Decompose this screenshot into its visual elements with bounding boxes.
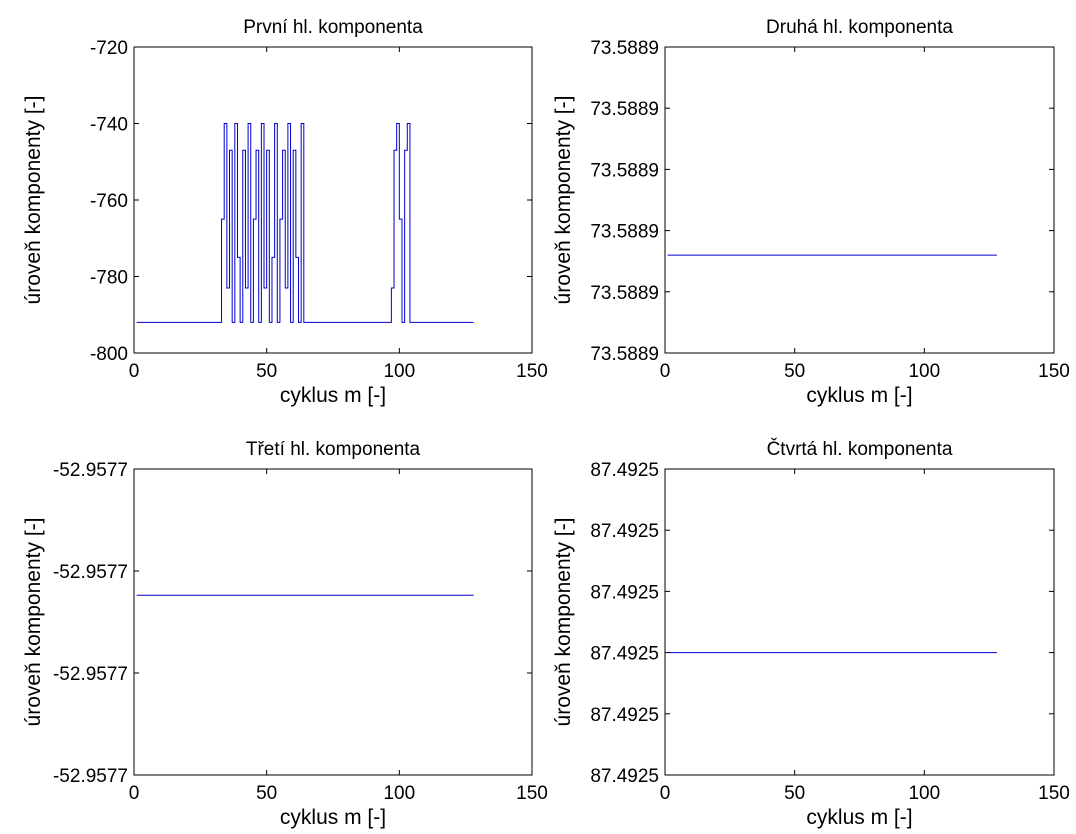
y-tick-label: 73.5889: [590, 283, 659, 304]
x-tick-label: 150: [516, 783, 548, 804]
x-tick-label: 50: [256, 783, 277, 804]
x-tick-label: 50: [256, 361, 277, 382]
chart-title: První hl. komponenta: [243, 17, 423, 38]
series-line-1: [136, 123, 474, 323]
y-tick-label: 73.5889: [590, 99, 659, 120]
x-tick-label: 150: [1038, 783, 1070, 804]
axes-frame: [664, 46, 1055, 354]
subplot-3: Třetí hl. komponenta 0 50 100 150 -52.9577 -52…: [22, 439, 548, 829]
y-axis-label: úroveň komponenty [-]: [552, 96, 575, 305]
y-axis-label: úroveň komponenty [-]: [552, 518, 575, 727]
x-tick-label: 0: [660, 783, 671, 804]
y-tick-label: 87.4925: [590, 644, 659, 665]
x-tick-label: 150: [516, 361, 548, 382]
y-tick-label: -52.9577: [53, 664, 128, 685]
x-axis-label: cyklus m [-]: [280, 384, 386, 407]
y-tick-label: 87.4925: [590, 766, 659, 787]
x-tick-label: 150: [1038, 361, 1070, 382]
axes-frame: [133, 468, 533, 776]
y-tick-label: -800: [90, 344, 128, 365]
y-tick-label: -740: [90, 115, 128, 136]
x-tick-label: 100: [908, 361, 940, 382]
chart-title: Třetí hl. komponenta: [246, 439, 421, 460]
x-axis-label: cyklus m [-]: [806, 806, 912, 829]
subplot-2: Druhá hl. komponenta 0 50 100 150 73.5889 73.5…: [552, 17, 1070, 407]
y-tick-label: 73.5889: [590, 344, 659, 365]
y-tick-label: -52.9577: [53, 460, 128, 481]
y-tick-label: -760: [90, 191, 128, 212]
y-tick-label: 73.5889: [590, 160, 659, 181]
x-tick-label: 0: [129, 783, 140, 804]
y-tick-label: 73.5889: [590, 38, 659, 59]
chart-title: Čtvrtá hl. komponenta: [767, 438, 953, 460]
x-axis-label: cyklus m [-]: [280, 806, 386, 829]
y-tick-label: 73.5889: [590, 222, 659, 243]
y-tick-label: 87.4925: [590, 460, 659, 481]
y-tick-label: -720: [90, 38, 128, 59]
y-tick-label: -780: [90, 268, 128, 289]
y-tick-label: -52.9577: [53, 562, 128, 583]
y-tick-label: 87.4925: [590, 521, 659, 542]
x-tick-label: 0: [129, 361, 140, 382]
x-tick-label: 100: [908, 783, 940, 804]
axes-frame: [664, 468, 1055, 776]
subplot-1: První hl. komponenta 0 50 100 150 -720 -740 -76…: [22, 17, 548, 407]
y-tick-label: -52.9577: [53, 766, 128, 787]
axes-frame: [133, 46, 533, 354]
x-tick-label: 50: [784, 783, 805, 804]
y-axis-label: úroveň komponenty [-]: [22, 518, 45, 727]
y-axis-label: úroveň komponenty [-]: [22, 96, 45, 305]
subplot-4: Čtvrtá hl. komponenta 0 50 100 150 87.4925 87.…: [552, 438, 1070, 829]
x-tick-label: 50: [784, 361, 805, 382]
x-tick-label: 0: [660, 361, 671, 382]
x-axis-label: cyklus m [-]: [806, 384, 912, 407]
y-tick-label: 87.4925: [590, 705, 659, 726]
x-tick-label: 100: [383, 783, 415, 804]
chart-title: Druhá hl. komponenta: [766, 17, 953, 38]
y-tick-label: 87.4925: [590, 582, 659, 603]
x-tick-label: 100: [383, 361, 415, 382]
